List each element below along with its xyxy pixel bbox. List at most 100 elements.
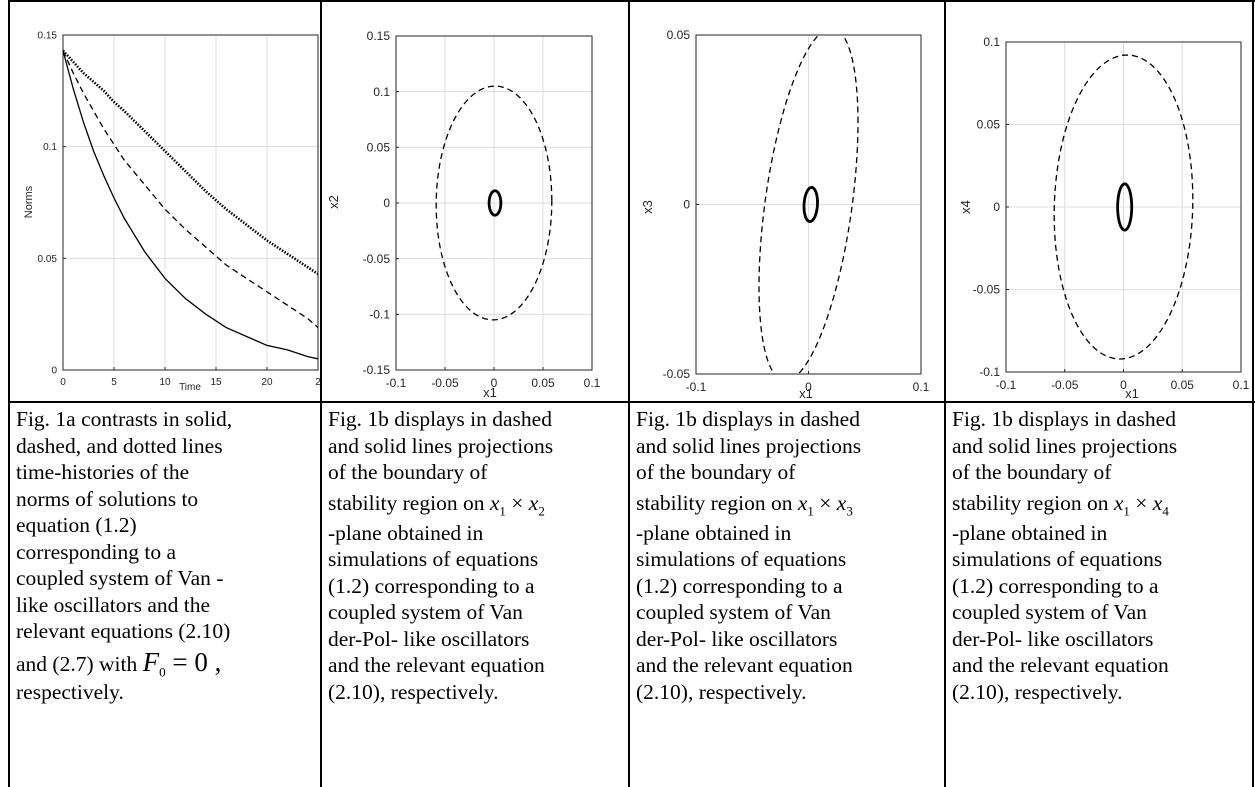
- x-tick-label: -0.1: [386, 376, 407, 390]
- y-tick-label: 0.15: [367, 29, 391, 43]
- caption-line-math: stability region on x1 × x2: [328, 486, 553, 520]
- x-tick-label: 0: [60, 377, 66, 388]
- caption-line: Fig. 1b displays in dashed: [952, 407, 1176, 431]
- math-symbol-x: x: [1152, 490, 1163, 515]
- y-tick-label: -0.05: [973, 283, 1001, 297]
- caption-line: (1.2) corresponding to a: [636, 573, 843, 598]
- caption-line: respectively.: [16, 679, 124, 704]
- x-tick-label: 10: [159, 377, 171, 388]
- y-tick-label: 0: [993, 200, 1000, 214]
- x-axis-label: Time: [179, 382, 201, 393]
- math-subscript: 1: [1123, 502, 1130, 518]
- table-divider-3: [944, 0, 946, 787]
- chart-x1-x2-projection: -0.1 -0.05 0 0.05 0.1-0.15-0.1-0.0500.050.10…: [326, 29, 601, 400]
- chart-x1-x4-projection: -0.1 -0.05 0 0.05 0.1 -0.1 -0.05 0 0.05 0.1 x1 x4: [958, 35, 1250, 401]
- math-times: ×: [505, 490, 529, 515]
- caption-line: simulations of equations: [636, 547, 847, 571]
- caption-text: stability region on: [636, 490, 798, 515]
- caption-fig-1a: Fig. 1a contrasts in solid, dashed, and …: [16, 406, 232, 705]
- caption-line: like oscillators and the: [16, 592, 211, 617]
- series-line-dotted: [63, 49, 318, 276]
- caption-line: equation (1.2): [16, 513, 137, 537]
- caption-line: and solid lines projections: [636, 433, 862, 458]
- caption-line: simulations of equations: [952, 547, 1163, 571]
- series-line-dashed: [435, 85, 553, 321]
- x-tick-label: 0.05: [1171, 378, 1195, 392]
- y-axis-label: x4: [958, 200, 973, 214]
- caption-line: and solid lines projections: [328, 433, 554, 458]
- caption-line: simulations of equations: [328, 547, 539, 571]
- caption-line: -plane obtained in: [952, 520, 1108, 545]
- x-tick-label: 0.1: [584, 376, 601, 390]
- y-axis-label: Norms: [23, 185, 35, 218]
- x-tick-label: 5: [111, 377, 117, 388]
- math-symbol-F: F: [142, 646, 160, 677]
- chart-panel-1b-x2: -0.1 -0.05 0 0.05 0.1 -0.15 -0.1 -0.05 0 0.05 0.1 0…: [322, 2, 628, 401]
- y-tick-label: 0: [51, 366, 57, 377]
- math-times: ×: [1129, 490, 1153, 515]
- caption-line: of the boundary of: [328, 460, 488, 484]
- caption-line-math: and (2.7) with F0 = 0 ,: [16, 645, 232, 679]
- series-line-solid-bold: [802, 186, 819, 223]
- y-tick-label: -0.1: [369, 308, 390, 322]
- caption-line: Fig. 1b displays in dashed: [636, 407, 860, 431]
- caption-line: der-Pol- like oscillators: [636, 626, 838, 651]
- x-tick-label: 0: [805, 380, 812, 394]
- caption-line: norms of solutions to: [16, 486, 199, 511]
- y-tick-label: 0: [683, 198, 690, 212]
- math-subscript: 0: [159, 663, 166, 679]
- x-tick-label: 0: [1120, 378, 1127, 392]
- series-line-solid-bold: [1116, 182, 1134, 232]
- x-tick-label: 0.1: [913, 380, 930, 394]
- caption-text: stability region on: [328, 490, 490, 515]
- caption-line: -plane obtained in: [636, 520, 792, 545]
- caption-line: and the relevant equation: [636, 653, 853, 677]
- math-times: ×: [813, 490, 837, 515]
- series-line-solid: [63, 50, 318, 360]
- caption-text: stability region on: [952, 490, 1114, 515]
- series-line-dashed: [63, 50, 318, 329]
- x-axis-label: x1: [799, 386, 813, 401]
- math-subscript: 2: [538, 502, 545, 518]
- math-symbol-x: x: [528, 490, 539, 515]
- table-divider-2: [628, 0, 630, 787]
- series-line-solid-bold: [487, 189, 503, 217]
- caption-text: and (2.7) with: [16, 651, 143, 676]
- plot-area: [63, 35, 318, 370]
- y-tick-label: 0.1: [373, 85, 390, 99]
- caption-line: der-Pol- like oscillators: [952, 626, 1154, 651]
- y-axis-label: x2: [326, 195, 341, 209]
- x-tick-label: -0.1: [686, 380, 707, 394]
- math-equals-zero: = 0 ,: [165, 646, 222, 677]
- table-border-right: [1252, 0, 1254, 787]
- caption-line: (1.2) corresponding to a: [328, 573, 535, 598]
- y-tick-label: -0.05: [363, 252, 391, 266]
- x-tick-label: 20: [261, 377, 273, 388]
- caption-fig-1b-x2: Fig. 1b displays in dashed and solid lin…: [328, 406, 553, 705]
- y-axis-label: x3: [640, 200, 655, 214]
- caption-line: dashed, and dotted lines: [16, 433, 223, 458]
- chart-panel-1b-x3: -0.1 0 0.1 -0.05 0 0.05 x1 x3: [630, 2, 944, 401]
- math-subscript: 1: [499, 502, 506, 518]
- x-tick-label: -0.05: [431, 376, 459, 390]
- caption-line: of the boundary of: [952, 460, 1112, 484]
- y-tick-label: 0.05: [977, 118, 1001, 132]
- caption-line: of the boundary of: [636, 460, 796, 484]
- caption-line: coupled system of Van -: [16, 566, 224, 590]
- caption-fig-1b-x3: Fig. 1b displays in dashed and solid lin…: [636, 406, 861, 705]
- table-row-divider: [8, 401, 1255, 403]
- y-tick-label: -0.05: [663, 367, 691, 381]
- series-line-dashed: [758, 35, 859, 374]
- x-tick-label: -0.1: [996, 378, 1017, 392]
- math-symbol-x: x: [1113, 490, 1124, 515]
- caption-line: Fig. 1a contrasts in solid,: [16, 407, 233, 431]
- caption-line: (2.10), respectively.: [636, 679, 807, 704]
- caption-line: and the relevant equation: [952, 653, 1169, 677]
- math-symbol-x: x: [489, 490, 500, 515]
- table-divider-1: [320, 0, 322, 787]
- caption-line: (1.2) corresponding to a: [952, 573, 1159, 598]
- x-tick-label: 0.05: [531, 376, 555, 390]
- math-subscript: 4: [1162, 502, 1169, 518]
